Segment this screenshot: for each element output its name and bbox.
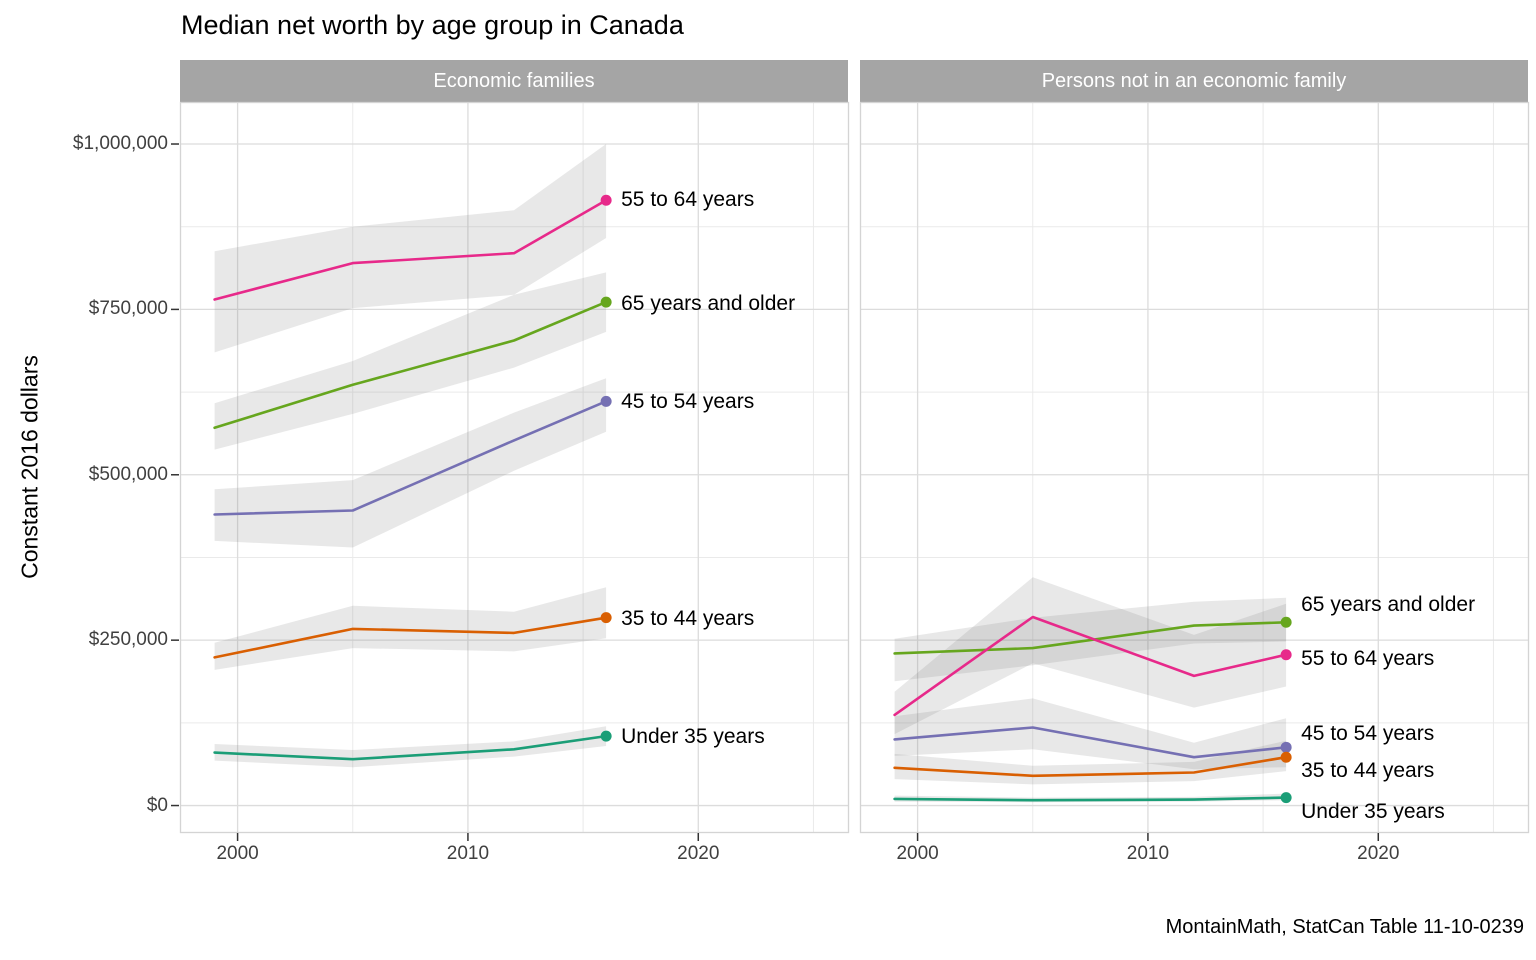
endpoint-dot-45-to-54-years	[600, 395, 612, 407]
series-line-under-35-years	[213, 734, 608, 761]
series-label-45-to-54-years: 45 to 54 years	[1301, 722, 1435, 746]
x-tick-label-2020: 2020	[1357, 843, 1400, 864]
ribbon-55-to-64-years	[214, 144, 607, 353]
series-label-65-years-and-older: 65 years and older	[621, 292, 796, 316]
endpoint-dot-35-to-44-years	[600, 612, 612, 624]
series-label-under-35-years: Under 35 years	[1301, 799, 1445, 823]
endpoint-dot-under-35-years	[600, 730, 612, 742]
x-tick-label-2000: 2000	[216, 843, 259, 864]
endpoint-dot-55-to-64-years	[1280, 649, 1292, 661]
chart-title: Median net worth by age group in Canada	[181, 10, 684, 40]
endpoint-dot-65-years-and-older	[1280, 616, 1292, 628]
endpoint-dot-65-years-and-older	[600, 296, 612, 308]
y-tick-label-500-000: $500,000	[88, 463, 168, 485]
x-tick-label-2020: 2020	[677, 843, 720, 864]
y-tick-label-0: $0	[146, 794, 168, 816]
endpoint-dot-35-to-44-years	[1280, 751, 1292, 763]
y-tick-label-1-000-000: $1,000,000	[72, 133, 168, 154]
x-tick-label-2000: 2000	[896, 843, 939, 864]
y-tick-label-750-000: $750,000	[88, 298, 168, 320]
series-label-65-years-and-older: 65 years and older	[1301, 593, 1476, 617]
series-line-55-to-64-years	[893, 615, 1288, 717]
ribbon-under-35-years	[214, 726, 607, 768]
series-line-45-to-54-years	[213, 399, 608, 516]
ribbon-45-to-54-years	[894, 698, 1287, 770]
series-label-35-to-44-years: 35 to 44 years	[621, 606, 755, 630]
ribbon-35-to-44-years	[214, 587, 607, 670]
endpoint-dot-55-to-64-years	[600, 194, 612, 206]
x-tick-label-2010: 2010	[446, 843, 490, 864]
y-tick-label-250-000: $250,000	[88, 629, 168, 651]
series-line-65-years-and-older	[893, 620, 1288, 655]
series-label-45-to-54-years: 45 to 54 years	[621, 390, 755, 414]
series-line-35-to-44-years	[893, 755, 1288, 778]
ribbon-45-to-54-years	[214, 378, 607, 548]
x-tick-label-2010: 2010	[1126, 843, 1170, 864]
series-line-under-35-years	[893, 796, 1288, 802]
series-label-under-35-years: Under 35 years	[621, 725, 765, 749]
ribbon-65-years-and-older	[214, 272, 607, 450]
endpoint-dot-under-35-years	[1280, 792, 1292, 804]
series-label-35-to-44-years: 35 to 44 years	[1301, 759, 1435, 783]
facet-strip-label: Persons not in an economic family	[1041, 70, 1347, 92]
series-label-55-to-64-years: 55 to 64 years	[621, 188, 755, 212]
panel-border	[179, 101, 850, 834]
series-line-35-to-44-years	[213, 616, 608, 659]
series-line-55-to-64-years	[213, 198, 608, 301]
endpoint-dot-45-to-54-years	[1280, 741, 1292, 753]
ribbon-55-to-64-years	[894, 577, 1287, 735]
series-label-55-to-64-years: 55 to 64 years	[1301, 646, 1435, 670]
facet-strip-persons-not-in-family: Persons not in an economic family	[860, 60, 1528, 103]
series-line-45-to-54-years	[893, 726, 1288, 759]
chart-caption: MontainMath, StatCan Table 11-10-0239	[1165, 916, 1524, 938]
series-line-65-years-and-older	[213, 300, 608, 430]
panel-border	[859, 101, 1530, 834]
facet-strip-economic-families: Economic families	[180, 60, 848, 103]
facet-strip-label: Economic families	[433, 70, 595, 92]
